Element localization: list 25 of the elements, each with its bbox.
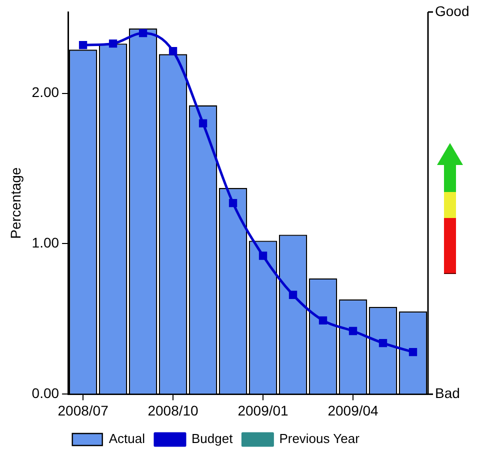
legend-label: Actual bbox=[108, 431, 146, 446]
point bbox=[108, 40, 118, 48]
point bbox=[228, 199, 238, 208]
point bbox=[168, 47, 178, 56]
y-tick-label: 0.00 bbox=[32, 385, 60, 402]
point bbox=[408, 348, 418, 356]
y-tick-label: 1.00 bbox=[32, 234, 60, 251]
point bbox=[78, 41, 88, 50]
x-tick-label: 2008/07 bbox=[58, 402, 109, 418]
legend-label: Budget bbox=[191, 431, 234, 446]
point bbox=[288, 290, 298, 299]
y-tick-label: 2.00 bbox=[32, 84, 60, 100]
legend-label: Previous Year bbox=[279, 431, 360, 446]
text: Good bbox=[435, 2, 470, 19]
point bbox=[138, 28, 148, 38]
point bbox=[348, 326, 358, 336]
x-tick-label: 2009/01 bbox=[238, 402, 289, 418]
point bbox=[258, 252, 268, 260]
point bbox=[198, 119, 208, 128]
x-tick-label: 2009/04 bbox=[328, 402, 379, 418]
text: Bad bbox=[435, 385, 460, 402]
point bbox=[318, 316, 328, 325]
point bbox=[378, 338, 388, 348]
y-axis-title: Percentage bbox=[7, 167, 24, 239]
x-tick-label: 2008/10 bbox=[148, 402, 199, 418]
